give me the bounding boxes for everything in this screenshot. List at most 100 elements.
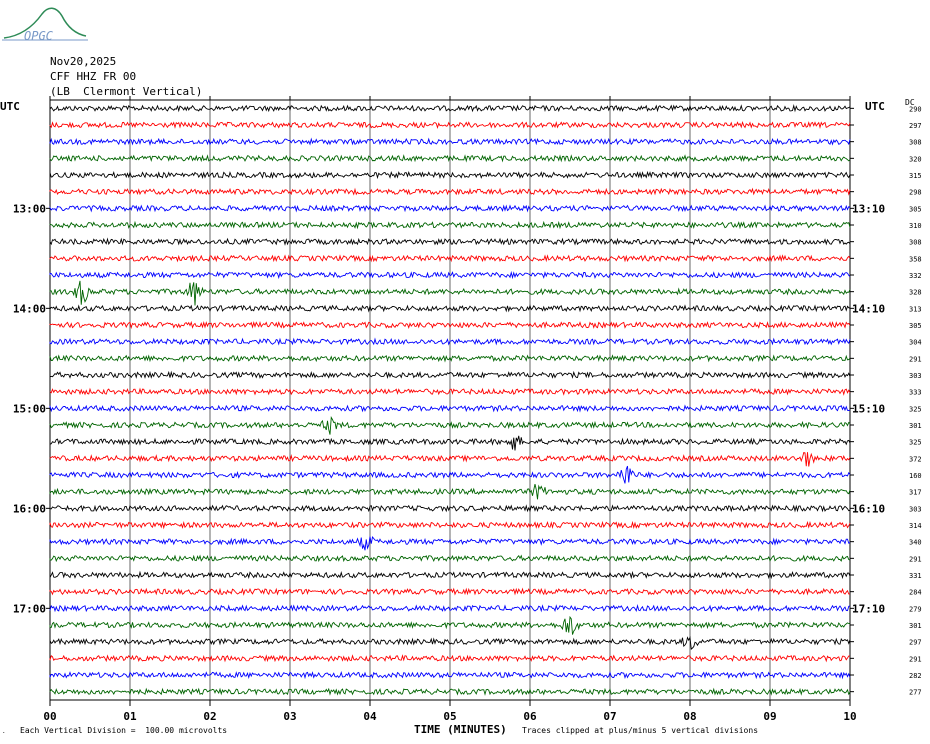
x-tick-label: 09 — [763, 710, 776, 723]
dc-offset-label: 340 — [909, 539, 922, 547]
right-time-label: 15:10 — [852, 402, 885, 415]
dc-offset-label: 325 — [909, 439, 922, 447]
dc-offset-label: 290 — [909, 105, 922, 113]
seismic-trace — [49, 254, 851, 263]
seismic-trace — [49, 320, 851, 330]
seismic-trace — [49, 452, 851, 467]
right-timezone: UTC — [865, 100, 885, 113]
dc-offset-label: 358 — [909, 255, 922, 263]
seismic-trace — [49, 554, 851, 563]
dc-offset-label: 314 — [909, 522, 922, 530]
dc-offset-label: 313 — [909, 305, 922, 313]
right-time-label: 17:10 — [852, 602, 885, 615]
seismic-trace — [49, 104, 851, 113]
seismic-trace — [49, 587, 851, 596]
right-time-label: 14:10 — [852, 302, 885, 315]
logo-mountain-icon — [3, 7, 87, 39]
seismic-trace — [49, 435, 851, 451]
seismic-trace — [49, 387, 851, 396]
seismic-trace — [49, 465, 851, 484]
x-tick-label: 08 — [683, 710, 696, 723]
x-tick-label: 00 — [43, 710, 56, 723]
seismic-trace — [49, 170, 851, 180]
x-tick-label: 06 — [523, 710, 537, 723]
dc-offset-label: 284 — [909, 589, 922, 597]
seismic-trace — [49, 270, 851, 280]
seismic-trace — [49, 370, 851, 380]
clip-note: Traces clipped at plus/minus 5 vertical … — [522, 726, 759, 735]
dc-offset-label: 310 — [909, 222, 922, 230]
left-time-label: 13:00 — [13, 202, 46, 215]
seismic-trace — [49, 671, 851, 680]
x-tick-label: 01 — [123, 710, 137, 723]
dc-offset-label: 331 — [909, 572, 922, 580]
seismic-trace — [49, 416, 851, 435]
seismic-trace — [49, 237, 851, 246]
dc-offset-label: 305 — [909, 205, 922, 213]
left-time-label: 15:00 — [13, 402, 46, 415]
header-date: Nov20,2025 — [50, 55, 117, 68]
dc-offset-label: 304 — [909, 339, 922, 347]
dc-header: DC — [905, 98, 915, 107]
scale-note-marker: . — [2, 728, 6, 735]
dc-offset-label: 325 — [909, 405, 922, 413]
dc-offset-label: 303 — [909, 505, 922, 513]
seismic-trace — [49, 337, 851, 346]
seismic-trace — [49, 187, 851, 196]
dc-offset-label: 291 — [909, 555, 922, 563]
seismic-trace — [49, 280, 851, 306]
seismic-trace — [49, 120, 851, 130]
seismic-trace — [49, 304, 851, 313]
x-tick-label: 10 — [843, 710, 856, 723]
seismic-trace — [49, 615, 851, 635]
right-time-label: 16:10 — [852, 502, 885, 515]
seismic-trace — [49, 570, 851, 580]
seismic-trace — [49, 687, 851, 696]
dc-offset-label: 305 — [909, 322, 922, 330]
dc-offset-label: 279 — [909, 605, 922, 613]
dc-offset-label: 297 — [909, 122, 922, 130]
seismic-trace — [49, 504, 851, 513]
dc-offset-label: 160 — [909, 472, 922, 480]
header-location: (LB Clermont Vertical) — [50, 85, 203, 98]
dc-offset-label: 291 — [909, 355, 922, 363]
dc-offset-label: 301 — [909, 422, 922, 430]
seismic-trace — [49, 154, 851, 163]
dc-offset-label: 297 — [909, 639, 922, 647]
dc-offset-label: 282 — [909, 672, 922, 680]
left-time-label: 16:00 — [13, 502, 46, 515]
seismic-trace — [49, 520, 851, 530]
header-station: CFF HHZ FR 00 — [50, 70, 137, 83]
seismic-trace — [49, 604, 851, 613]
x-tick-label: 02 — [203, 710, 216, 723]
dc-offset-label: 320 — [909, 155, 922, 163]
seismic-trace — [49, 404, 851, 413]
dc-offset-label: 298 — [909, 189, 922, 197]
left-time-label: 14:00 — [13, 302, 46, 315]
logo-text: OPGC — [24, 29, 54, 43]
left-time-label: 17:00 — [13, 602, 46, 615]
dc-offset-label: 315 — [909, 172, 922, 180]
dc-offset-label: 372 — [909, 455, 922, 463]
dc-offset-label: 308 — [909, 239, 922, 247]
x-tick-label: 04 — [363, 710, 377, 723]
seismic-trace — [49, 654, 851, 663]
scale-note: Each Vertical Division = 100.00 microvol… — [20, 726, 228, 735]
opgc-logo: OPGC — [2, 7, 88, 43]
dc-offset-label: 332 — [909, 272, 922, 280]
x-tick-label: 07 — [603, 710, 616, 723]
dc-offset-label: 291 — [909, 655, 922, 663]
x-axis-label: TIME (MINUTES) — [414, 723, 507, 736]
right-time-label: 13:10 — [852, 202, 885, 215]
seismic-trace — [49, 220, 851, 230]
seismic-trace — [49, 204, 851, 213]
dc-offset-label: 328 — [909, 289, 922, 297]
dc-offset-label: 308 — [909, 139, 922, 147]
x-tick-label: 03 — [283, 710, 296, 723]
left-timezone: UTC — [0, 100, 20, 113]
dc-offset-label: 317 — [909, 489, 922, 497]
dc-offset-label: 277 — [909, 689, 922, 697]
x-tick-label: 05 — [443, 710, 456, 723]
seismic-trace — [49, 137, 851, 146]
